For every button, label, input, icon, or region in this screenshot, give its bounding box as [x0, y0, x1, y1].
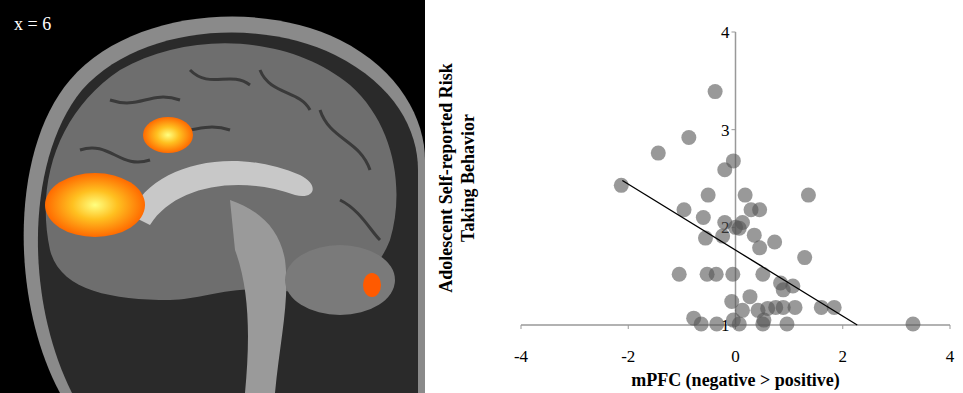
plot-area — [614, 84, 921, 331]
scatter-point — [776, 282, 791, 297]
scatter-point — [755, 267, 770, 282]
slice-label: x = 6 — [14, 14, 51, 34]
image-background — [0, 0, 425, 393]
scatter-point — [767, 234, 782, 249]
scatter-point — [708, 84, 723, 99]
scatter-point — [801, 188, 816, 203]
x-tick — [950, 325, 951, 329]
skull — [38, 33, 418, 393]
x-tick — [628, 325, 629, 329]
scatter-point — [717, 162, 732, 177]
x-tick-label: 2 — [839, 347, 848, 366]
scatter-point — [742, 289, 757, 304]
scatter-point — [738, 188, 753, 203]
axes: -4-20241234 — [514, 23, 955, 366]
scatter-point — [651, 146, 666, 161]
trend-line — [622, 180, 857, 325]
scatter-point — [752, 240, 767, 255]
cerebellum — [285, 245, 395, 315]
scatter-point — [709, 317, 724, 332]
scatter-point — [779, 317, 794, 332]
y-axis-label: Adolescent Self-reported Risk — [436, 63, 456, 293]
y-tick — [732, 32, 736, 33]
y-tick-label: 3 — [721, 121, 730, 140]
scatter-point — [698, 231, 713, 246]
scatter-point — [681, 130, 696, 145]
gyrus — [80, 148, 150, 162]
scatter-point — [725, 267, 740, 282]
x-axis-label: mPFC (negative > positive) — [631, 370, 840, 391]
scatter-point — [735, 303, 750, 318]
x-tick-label: -4 — [514, 347, 529, 366]
activation-cerebellum — [363, 273, 381, 297]
gyrus — [190, 70, 250, 85]
scatter-point — [715, 229, 730, 244]
scatter-point — [788, 300, 803, 315]
scatter-point — [797, 250, 812, 265]
scatter-point — [696, 210, 711, 225]
x-tick — [521, 325, 522, 329]
gyrus — [110, 97, 180, 103]
x-tick-label: 4 — [946, 347, 955, 366]
scatter-point — [732, 221, 747, 236]
x-tick-label: 0 — [731, 347, 740, 366]
scatter-point — [755, 317, 770, 332]
scatter-point — [614, 178, 629, 193]
y-tick — [732, 129, 736, 130]
x-tick — [842, 325, 843, 329]
x-tick-label: -2 — [621, 347, 635, 366]
activation-mpfc — [45, 173, 145, 237]
scatter-point — [709, 267, 724, 282]
figure: x = 6-4-20241234mPFC (negative > positiv… — [0, 0, 963, 393]
gyrus — [320, 110, 370, 170]
scatter-point — [694, 317, 709, 332]
scatter-point — [905, 317, 920, 332]
brainstem — [230, 200, 286, 393]
gyrus — [260, 70, 310, 110]
scatter-point — [672, 267, 687, 282]
scatter-point — [732, 317, 747, 332]
y-tick-label: 4 — [721, 23, 730, 42]
y-axis-label: Taking Behavior — [458, 114, 478, 242]
scatter-point — [752, 202, 767, 217]
brain-image — [0, 0, 425, 393]
scatter-point — [701, 188, 716, 203]
gyrus — [340, 200, 380, 240]
activation-dorsal — [143, 117, 193, 153]
scalp — [24, 17, 425, 393]
corpus-callosum — [130, 161, 313, 225]
